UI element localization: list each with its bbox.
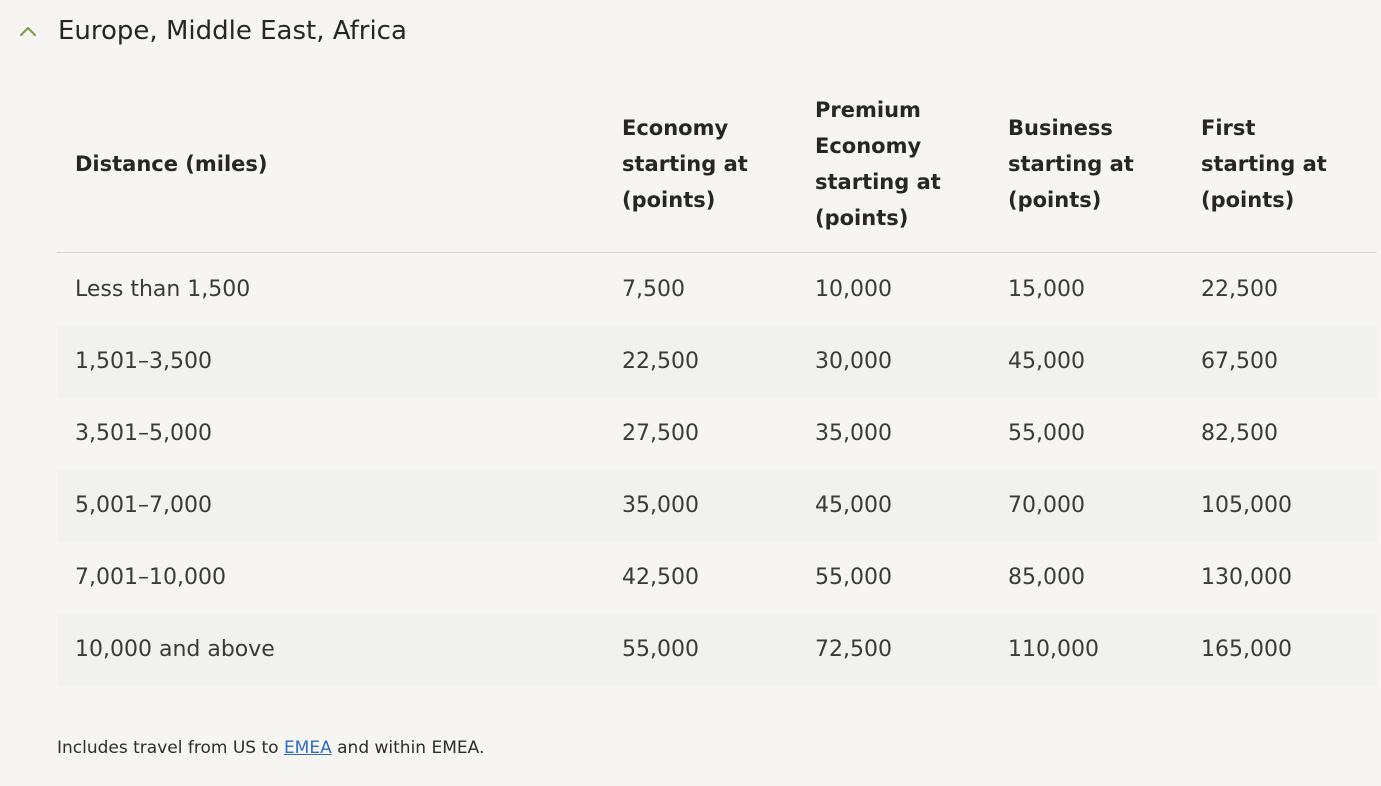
cell-distance: 7,001–10,000 <box>75 564 226 590</box>
cell-first: 105,000 <box>1183 469 1377 541</box>
cell-first: 22,500 <box>1201 276 1278 302</box>
cell-premium-economy: 45,000 <box>797 469 990 541</box>
table-row: 7,001–10,000 42,500 55,000 85,000 130,00… <box>57 541 1377 613</box>
cell-economy: 22,500 <box>604 325 797 397</box>
header-distance: Distance (miles) <box>57 76 604 253</box>
cell-premium-economy: 55,000 <box>815 564 892 590</box>
cell-business: 70,000 <box>990 469 1183 541</box>
cell-economy: 55,000 <box>604 613 797 685</box>
section-title[interactable]: Europe, Middle East, Africa <box>58 16 407 46</box>
cell-economy: 7,500 <box>622 276 685 302</box>
table-row: 5,001–7,000 35,000 45,000 70,000 105,000 <box>57 469 1377 541</box>
cell-economy: 35,000 <box>604 469 797 541</box>
cell-distance: 10,000 and above <box>57 613 604 685</box>
header-first: First starting at (points) <box>1183 76 1377 253</box>
table-header-row: Distance (miles) Economy starting at (po… <box>57 76 1377 253</box>
cell-business: 15,000 <box>1008 276 1085 302</box>
cell-business: 55,000 <box>1008 420 1085 446</box>
cell-first: 82,500 <box>1201 420 1278 446</box>
chevron-up-icon[interactable] <box>18 24 38 38</box>
footnote-suffix: and within EMEA. <box>331 738 485 758</box>
cell-distance: 5,001–7,000 <box>57 469 604 541</box>
table-row: 10,000 and above 55,000 72,500 110,000 1… <box>57 613 1377 685</box>
award-chart-table: Distance (miles) Economy starting at (po… <box>57 76 1377 685</box>
table-row: 1,501–3,500 22,500 30,000 45,000 67,500 <box>57 325 1377 397</box>
cell-economy: 27,500 <box>622 420 699 446</box>
cell-first: 165,000 <box>1183 613 1377 685</box>
cell-distance: 1,501–3,500 <box>57 325 604 397</box>
table-row: 3,501–5,000 27,500 35,000 55,000 82,500 <box>57 397 1377 469</box>
table-row: Less than 1,500 7,500 10,000 15,000 22,5… <box>57 253 1377 326</box>
cell-distance: 3,501–5,000 <box>75 420 212 446</box>
header-business: Business starting at (points) <box>990 76 1183 253</box>
cell-business: 110,000 <box>990 613 1183 685</box>
cell-economy: 42,500 <box>622 564 699 590</box>
cell-premium-economy: 72,500 <box>797 613 990 685</box>
cell-premium-economy: 30,000 <box>797 325 990 397</box>
cell-first: 130,000 <box>1201 564 1292 590</box>
cell-first: 67,500 <box>1183 325 1377 397</box>
accordion-header[interactable]: Europe, Middle East, Africa <box>0 0 1381 62</box>
header-economy: Economy starting at (points) <box>604 76 797 253</box>
header-premium-economy: Premium Economy starting at (points) <box>797 76 990 253</box>
footnote: Includes travel from US to EMEA and with… <box>57 736 484 760</box>
cell-business: 45,000 <box>990 325 1183 397</box>
cell-business: 85,000 <box>1008 564 1085 590</box>
cell-distance: Less than 1,500 <box>75 276 251 302</box>
footnote-prefix: Includes travel from US to <box>57 738 284 758</box>
emea-link[interactable]: EMEA <box>283 738 332 758</box>
cell-premium-economy: 10,000 <box>815 276 892 302</box>
cell-premium-economy: 35,000 <box>815 420 892 446</box>
